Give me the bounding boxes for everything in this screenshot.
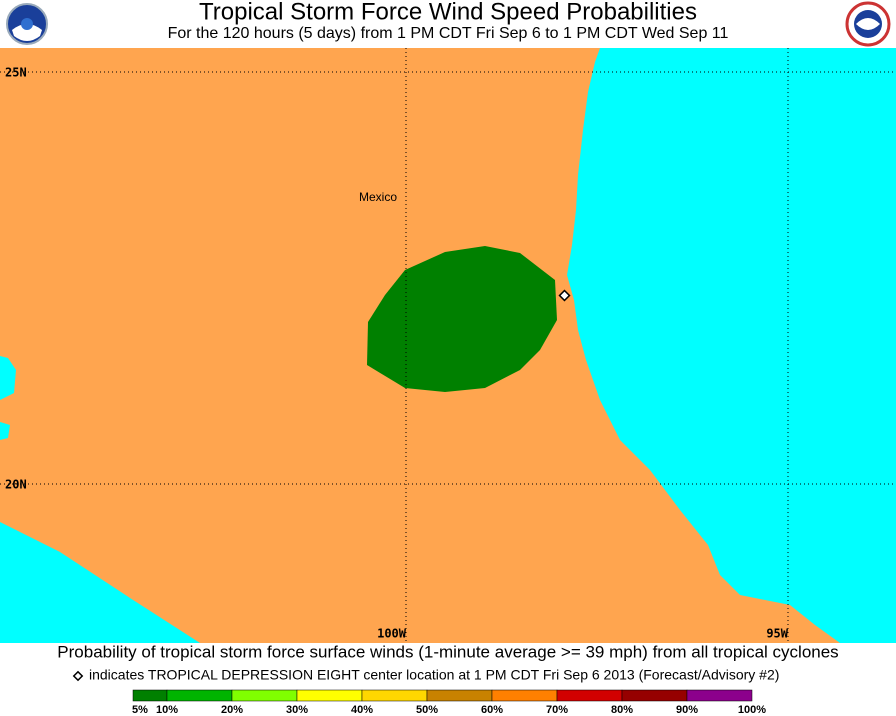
legend-label: 20% xyxy=(221,704,243,716)
latitude-label: 25N xyxy=(5,66,27,80)
longitude-label: 100W xyxy=(377,627,407,641)
header-bg xyxy=(0,0,896,48)
probability-area xyxy=(367,246,557,392)
legend-swatch xyxy=(491,689,558,702)
legend-label: 40% xyxy=(351,704,373,716)
legend-label: 60% xyxy=(481,704,503,716)
legend-label: 70% xyxy=(546,704,568,716)
title: Tropical Storm Force Wind Speed Probabil… xyxy=(199,0,697,25)
subtitle: For the 120 hours (5 days) from 1 PM CDT… xyxy=(168,25,729,42)
latitude-label: 20N xyxy=(5,478,27,492)
nws-logo xyxy=(845,1,891,47)
legend-swatch xyxy=(621,689,688,702)
place-label: Mexico xyxy=(359,190,397,204)
legend-label: 10% xyxy=(156,704,178,716)
legend-swatch xyxy=(166,689,233,702)
legend-label: 5% xyxy=(132,704,148,716)
legend-label: 50% xyxy=(416,704,438,716)
legend-swatch xyxy=(231,689,298,702)
legend-swatch xyxy=(686,689,753,702)
marker-icon xyxy=(72,670,84,682)
caption: Probability of tropical storm force surf… xyxy=(57,642,838,661)
lagoon xyxy=(585,335,605,368)
legend-label: 80% xyxy=(611,704,633,716)
legend-label: 100% xyxy=(738,704,766,716)
footer-bg xyxy=(0,643,896,716)
marker-note: indicates TROPICAL DEPRESSION EIGHT cent… xyxy=(89,667,779,683)
legend-swatch xyxy=(361,689,428,702)
legend: 5% 10% 20% 30% 40% 50% 60% 70% 80% 90% 100% xyxy=(132,689,766,716)
storm-center xyxy=(558,289,571,302)
legend-label: 30% xyxy=(286,704,308,716)
legend-swatch xyxy=(556,689,623,702)
legend-swatch xyxy=(132,689,168,702)
noaa-logo xyxy=(6,3,48,45)
legend-swatch xyxy=(426,689,493,702)
longitude-label: 95W xyxy=(766,627,788,641)
legend-label: 90% xyxy=(676,704,698,716)
legend-swatch xyxy=(296,689,363,702)
